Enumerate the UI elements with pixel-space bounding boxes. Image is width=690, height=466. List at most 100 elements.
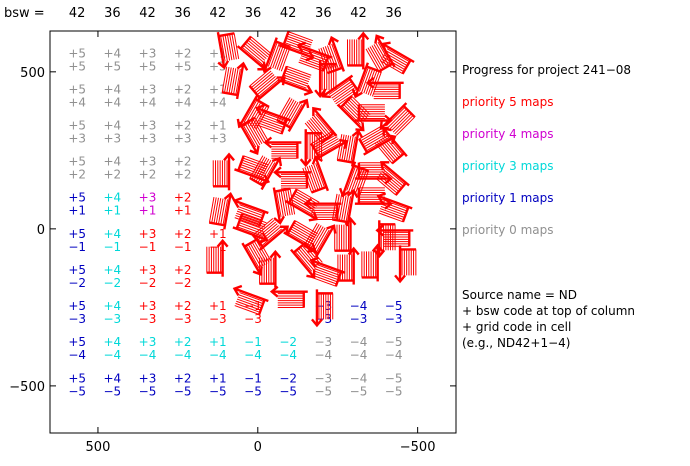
map-marker-hatch — [330, 81, 352, 97]
map-marker-hatch — [391, 111, 411, 131]
map-marker-hatch — [309, 226, 324, 250]
map-marker-arrowhead — [296, 41, 307, 53]
map-marker-post — [254, 97, 270, 109]
map-marker-hatch — [257, 238, 272, 262]
map-marker-hatch — [231, 33, 237, 60]
map-marker-arrowhead — [260, 174, 271, 186]
grid-code-cell-line: +3 — [174, 132, 192, 146]
map-marker-hatch — [289, 230, 313, 245]
map-marker-post — [332, 218, 349, 224]
map-marker-hatch — [348, 136, 354, 162]
grid-code-cell-line: +1 — [68, 204, 86, 218]
map-marker-arrowhead — [299, 158, 312, 168]
grid-code-bsw-line: +2 — [174, 227, 192, 241]
map-marker-hatch — [371, 45, 386, 69]
map-marker — [354, 104, 393, 127]
map-marker-axis — [223, 193, 232, 230]
map-marker-hatch — [239, 219, 265, 230]
map-marker — [302, 155, 330, 194]
map-marker-arrowhead — [269, 285, 279, 298]
map-marker-hatch — [220, 198, 226, 225]
map-marker-axis — [235, 63, 245, 100]
grid-code-bsw-line: −5 — [385, 335, 403, 349]
map-marker-axis — [322, 74, 354, 98]
map-marker-hatch — [257, 159, 272, 183]
map-marker-hatch — [343, 195, 349, 222]
map-marker-hatch — [360, 127, 384, 142]
map-marker-hatch — [304, 167, 315, 192]
map-marker-axis — [238, 121, 259, 154]
grid-code-cell-line: −4 — [350, 348, 368, 362]
map-marker-hatch — [249, 37, 270, 56]
x-tick-label: 500 — [86, 440, 111, 455]
map-marker-arrowhead — [321, 88, 331, 99]
grid-code-bsw-line: −4 — [350, 371, 368, 385]
map-marker-hatch — [267, 41, 278, 67]
map-marker-arrowhead — [382, 127, 392, 137]
grid-code-cell-line: +1 — [174, 204, 192, 218]
grid-code-bsw-line: −5 — [385, 299, 403, 313]
source-note-line: Source name = ND — [462, 288, 577, 302]
map-marker-hatch — [235, 302, 261, 313]
grid-code-cell-line: −5 — [209, 384, 227, 398]
grid-code-bsw-line: +3 — [139, 191, 157, 205]
map-marker-hatch — [382, 169, 404, 187]
map-marker-post — [378, 62, 394, 73]
bsw-column-label: 36 — [174, 6, 191, 21]
grid-code-bsw-line: −4 — [350, 299, 368, 313]
grid-code-bsw-line: −2 — [279, 371, 297, 385]
x-tick-label: 0 — [254, 440, 262, 455]
map-marker-hatch — [380, 172, 401, 191]
grid-code-bsw-line: −3 — [314, 371, 332, 385]
map-marker-hatch — [249, 155, 264, 179]
map-marker-axis — [216, 31, 226, 68]
legend-entry: priority 3 maps — [462, 159, 553, 173]
map-marker-arrowhead — [351, 88, 363, 99]
grid-code-bsw-line: +2 — [174, 371, 192, 385]
map-marker-arrowhead — [269, 249, 282, 259]
map-marker-hatch — [289, 200, 313, 215]
map-marker — [376, 192, 413, 223]
map-marker-hatch — [312, 132, 336, 147]
map-marker-hatch — [350, 136, 356, 163]
map-marker-hatch — [311, 227, 326, 251]
grid-code-bsw-line: +4 — [103, 191, 121, 205]
map-marker-hatch — [236, 210, 262, 221]
grid-code-bsw-line: −2 — [279, 335, 297, 349]
map-marker-hatch — [295, 190, 319, 205]
map-marker-hatch — [341, 195, 347, 222]
map-marker-hatch — [236, 298, 262, 309]
grid-code-bsw-line: +5 — [68, 46, 86, 60]
source-note-line: (e.g., ND42+1−4) — [462, 336, 571, 350]
map-marker-hatch — [250, 36, 272, 54]
map-marker-hatch — [215, 198, 222, 224]
map-marker — [221, 61, 249, 100]
map-marker-axis — [234, 287, 269, 303]
map-marker-post — [401, 206, 410, 223]
map-marker-hatch — [237, 208, 263, 219]
grid-code-bsw-line: +3 — [139, 335, 157, 349]
map-marker-arrowhead — [279, 225, 290, 235]
map-marker-hatch — [394, 115, 414, 135]
map-marker-hatch — [315, 263, 341, 274]
map-marker-hatch — [280, 99, 295, 123]
grid-code-cell-line: −5 — [244, 384, 262, 398]
map-marker-hatch — [234, 217, 260, 227]
grid-code-cell-line: +2 — [68, 168, 86, 182]
map-marker-hatch — [234, 305, 260, 315]
map-marker-hatch — [384, 167, 406, 185]
bsw-column-label: 36 — [315, 6, 332, 21]
grid-code-cell-line: −3 — [350, 312, 368, 326]
map-marker — [255, 104, 292, 135]
map-marker-hatch — [241, 215, 266, 226]
grid-code-bsw-line: +2 — [174, 155, 192, 169]
map-marker-hatch — [241, 161, 266, 172]
map-marker-axis — [272, 187, 282, 224]
grid-code-bsw-line: −1 — [244, 299, 262, 313]
map-marker-hatch — [320, 47, 331, 73]
map-marker — [236, 35, 272, 71]
map-marker-hatch — [312, 274, 337, 285]
map-marker-hatch — [326, 45, 337, 71]
grid-code-cell-line: +3 — [68, 132, 86, 146]
map-marker-hatch — [287, 232, 311, 247]
